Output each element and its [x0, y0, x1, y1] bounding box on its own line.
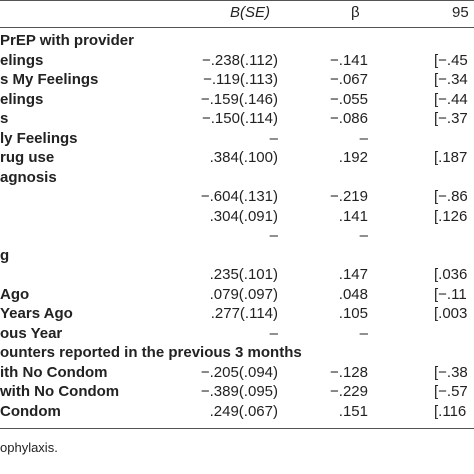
row-ci: [.187 — [434, 149, 468, 166]
row-ci: [−.37 — [434, 110, 468, 127]
table-row: ith No Condom −.205(.094) −.128 [−.38 — [0, 362, 474, 383]
table-row: – – — [0, 225, 474, 246]
row-ci: [.003 — [434, 305, 468, 322]
row-ci: [−.34 — [434, 71, 468, 88]
row-label: with No Condom — [0, 383, 120, 400]
row-beta: −.055 — [330, 90, 368, 108]
row-ci: [.036 — [434, 266, 468, 283]
row-beta: −.229 — [330, 383, 368, 400]
table-bottom-rule — [0, 428, 474, 429]
row-beta: −.086 — [330, 110, 368, 127]
table-row: .235(.101) .147 [.036 — [0, 264, 474, 285]
row-ci: [−.11 — [434, 285, 467, 303]
table-row: s My Feelings −.119(.113) −.067 [−.34 — [0, 69, 474, 90]
row-ci: [.116 — [434, 402, 467, 420]
row-label: g — [0, 246, 10, 264]
table-row: Years Ago .277(.114) .105 [.003 — [0, 303, 474, 324]
table-row: g — [0, 245, 474, 266]
row-ci: [−.44 — [434, 90, 468, 108]
row-ci: [−.45 — [434, 51, 468, 69]
row-label: ly Feelings — [0, 129, 78, 147]
table-row: elings −.238(.112) −.141 [−.45 — [0, 50, 474, 71]
row-beta: .192 — [338, 149, 368, 166]
table-row: with No Condom −.389(.095) −.229 [−.57 — [0, 381, 474, 402]
row-label: Condom — [0, 402, 61, 420]
row-label: ous Year — [0, 324, 63, 342]
row-b-se: −.389(.095) — [200, 383, 278, 400]
row-b-se: .304(.091) — [209, 207, 278, 225]
table-row: ly Feelings – – — [0, 128, 474, 149]
row-b-se: .249(.067) — [209, 402, 278, 420]
row-b-se: .277(.114) — [210, 305, 278, 322]
table-row: ounters reported in the previous 3 month… — [0, 342, 474, 363]
row-b-se: .079(.097) — [209, 285, 278, 303]
row-b-se: – — [269, 129, 278, 147]
row-beta: −.219 — [330, 188, 368, 205]
table-footnote: ophylaxis. — [0, 440, 58, 455]
row-beta: .141 — [338, 207, 368, 225]
row-beta: – — [359, 129, 368, 147]
row-label: Years Ago — [0, 305, 73, 322]
row-label: Ago — [0, 285, 30, 303]
row-b-se: −.604(.131) — [200, 188, 278, 205]
row-b-se: – — [269, 227, 278, 244]
row-label: elings — [0, 90, 44, 108]
table-row: agnosis — [0, 167, 474, 188]
header-bottom-rule — [0, 27, 474, 28]
row-label: ith No Condom — [0, 363, 108, 381]
row-b-se: −.150(.114) — [201, 110, 278, 127]
row-b-se: −.238(.112) — [201, 51, 278, 69]
row-beta: .105 — [338, 305, 368, 322]
row-b-se: −.205(.094) — [200, 363, 278, 381]
table-row: elings −.159(.146) −.055 [−.44 — [0, 89, 474, 110]
row-beta: – — [359, 324, 368, 342]
table-row: s −.150(.114) −.086 [−.37 — [0, 108, 474, 129]
header-beta: β — [351, 4, 360, 21]
row-b-se: .384(.100) — [209, 149, 278, 166]
row-ci: [.126 — [434, 207, 468, 225]
row-ci: [−.38 — [434, 363, 468, 381]
row-beta: −.067 — [330, 71, 368, 88]
header-top-rule — [0, 0, 474, 1]
row-beta: .048 — [338, 285, 368, 303]
row-b-se: .235(.101) — [209, 266, 278, 283]
row-label: elings — [0, 51, 44, 69]
table-row: PrEP with provider — [0, 30, 474, 51]
header-ci: 95 — [452, 4, 469, 21]
table-row: −.604(.131) −.219 [−.86 — [0, 186, 474, 207]
row-ci: [−.86 — [434, 188, 468, 205]
row-label: agnosis — [0, 168, 57, 186]
row-label: PrEP with provider — [0, 32, 134, 49]
row-b-se: – — [269, 324, 278, 342]
row-beta: .151 — [338, 402, 368, 420]
row-ci: [−.57 — [434, 383, 468, 400]
table-row: Ago .079(.097) .048 [−.11 — [0, 284, 474, 305]
row-beta: −.128 — [330, 363, 368, 381]
header-b-se: B(SE) — [230, 4, 271, 21]
row-label: ounters reported in the previous 3 month… — [0, 344, 302, 361]
row-beta: – — [359, 227, 368, 244]
row-label: s — [0, 110, 9, 127]
row-label: s My Feelings — [0, 71, 99, 88]
row-beta: −.141 — [330, 51, 368, 69]
table-row: rug use .384(.100) .192 [.187 — [0, 147, 474, 168]
table-row: Condom .249(.067) .151 [.116 — [0, 401, 474, 422]
row-b-se: −.119(.113) — [203, 71, 278, 88]
table-row: .304(.091) .141 [.126 — [0, 206, 474, 227]
row-beta: .147 — [338, 266, 368, 283]
row-b-se: −.159(.146) — [200, 90, 278, 108]
row-label: rug use — [0, 149, 55, 166]
table-row: ous Year – – — [0, 323, 474, 344]
